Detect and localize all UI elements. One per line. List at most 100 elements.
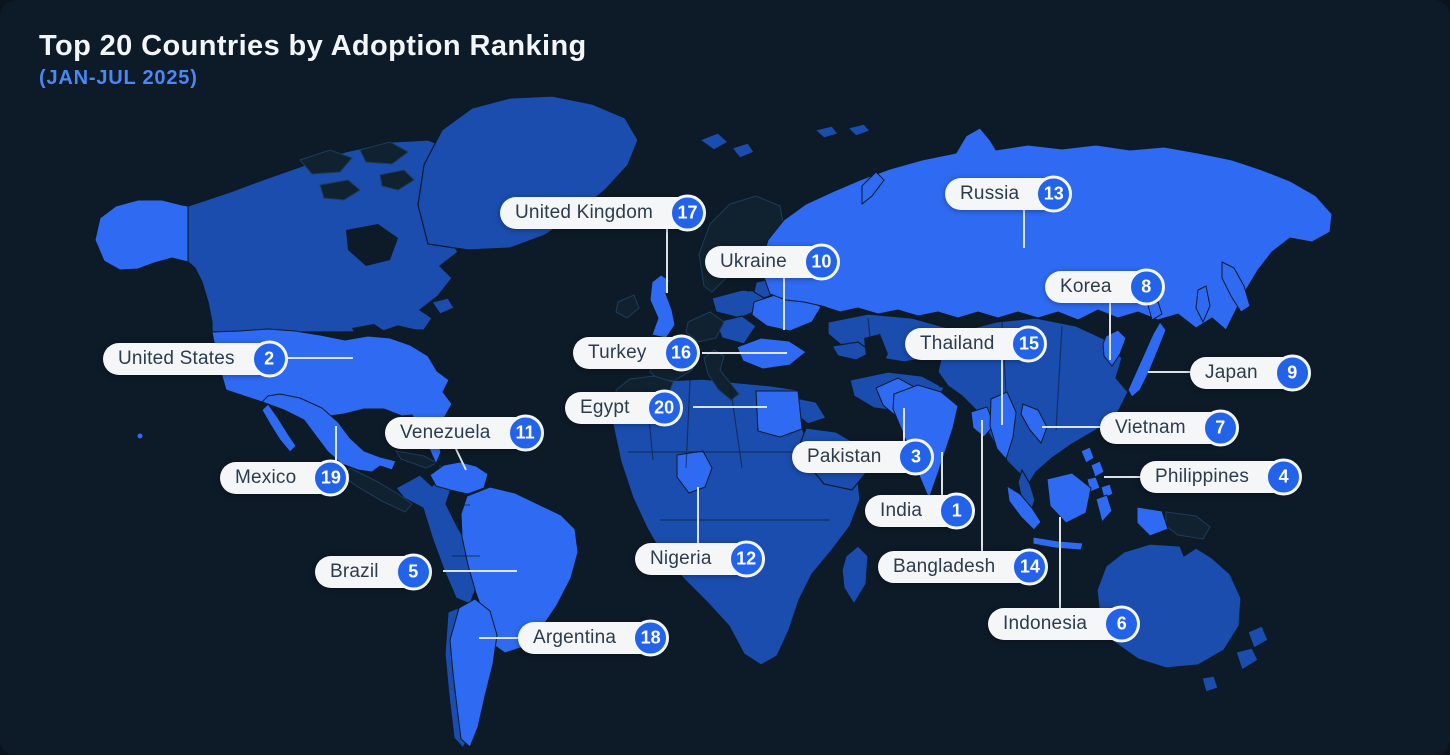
island-hawaii — [136, 432, 144, 440]
island-philippines-a — [1080, 446, 1095, 464]
country-name: United States — [118, 348, 235, 369]
rank-badge: 1 — [938, 492, 976, 530]
country-label-brazil: Brazil 5 — [315, 553, 432, 591]
country-label-united-kingdom: United Kingdom 17 — [500, 194, 706, 232]
country-shape-russia — [759, 127, 1333, 331]
rank-badge: 13 — [1035, 175, 1073, 213]
rank-badge: 7 — [1201, 409, 1239, 447]
country-shape-alaska — [94, 199, 189, 271]
rank-badge: 20 — [645, 389, 683, 427]
water-great-lakes — [352, 324, 386, 340]
arctic-island-d — [379, 169, 415, 191]
page-title: Top 20 Countries by Adoption Ranking — [39, 30, 587, 62]
island-new-zealand-south — [1235, 647, 1259, 671]
island-sulawesi — [1095, 494, 1113, 524]
country-name: Argentina — [533, 627, 617, 648]
region-shape-baja — [261, 403, 297, 453]
island-philippines-d — [1100, 483, 1114, 499]
country-label-nigeria: Nigeria 12 — [635, 540, 765, 578]
country-label-mexico: Mexico 19 — [220, 459, 350, 497]
member-countries-layer — [187, 95, 1269, 750]
country-name: Egypt — [580, 397, 630, 418]
rank-badge: 17 — [669, 194, 706, 232]
rank-badge: 5 — [394, 553, 432, 591]
island-svalbard-b — [730, 142, 755, 159]
country-label-thailand: Thailand 15 — [905, 325, 1048, 363]
country-label-bangladesh: Bangladesh 14 — [878, 548, 1049, 586]
island-new-zealand-north — [1247, 625, 1269, 649]
top20-countries-layer — [94, 127, 1333, 748]
country-name: Russia — [960, 183, 1020, 204]
rank-badge: 15 — [1010, 325, 1048, 363]
country-shape-mexico — [261, 393, 397, 473]
country-label-korea: Korea 8 — [1045, 268, 1165, 306]
rank-badge: 12 — [727, 540, 765, 578]
island-borneo — [1046, 472, 1092, 524]
country-name: Nigeria — [650, 548, 712, 569]
arctic-island-b — [359, 141, 409, 165]
country-shape-japan — [1127, 321, 1167, 398]
water-hudson-bay — [346, 224, 398, 266]
region-shape-kamchatka — [1221, 261, 1251, 313]
country-name: Thailand — [920, 333, 995, 354]
rank-badge: 14 — [1011, 548, 1049, 586]
rank-badge: 3 — [897, 438, 935, 476]
country-label-egypt: Egypt 20 — [565, 389, 683, 427]
rank-badge: 2 — [250, 340, 288, 378]
rank-badge: 9 — [1273, 354, 1311, 392]
country-name: Philippines — [1155, 466, 1250, 487]
island-novaya-zemlya — [861, 171, 885, 206]
country-name: Mexico — [235, 467, 297, 488]
country-shape-korea — [1102, 329, 1127, 367]
country-name: Venezuela — [400, 422, 491, 443]
island-sakhalin — [1195, 285, 1211, 324]
rank-badge: 10 — [802, 243, 840, 281]
country-label-pakistan: Pakistan 3 — [792, 438, 935, 476]
country-shape-argentina — [449, 598, 498, 748]
country-name: India — [880, 500, 923, 521]
island-sumatra — [1006, 485, 1042, 531]
arctic-island-c — [319, 179, 361, 201]
country-label-turkey: Turkey 16 — [573, 334, 700, 372]
region-shape-balkans — [715, 315, 757, 345]
island-svalbard-a — [698, 132, 730, 151]
page-subtitle: (JAN-JUL 2025) — [39, 67, 198, 89]
rank-badge: 4 — [1265, 458, 1303, 496]
country-label-russia: Russia 13 — [945, 175, 1073, 213]
country-shape-venezuela — [429, 461, 489, 495]
country-name: Pakistan — [807, 446, 882, 467]
header: Top 20 Countries by Adoption Ranking (JA… — [39, 30, 587, 90]
country-shape-egypt — [755, 390, 803, 438]
country-name: Indonesia — [1003, 613, 1088, 634]
country-name: Brazil — [330, 561, 379, 582]
country-name: Japan — [1205, 362, 1258, 383]
island-new-guinea-west — [1136, 506, 1169, 537]
island-franz-josef-b — [846, 123, 872, 137]
country-label-philippines: Philippines 4 — [1140, 458, 1303, 496]
country-label-venezuela: Venezuela 11 — [385, 414, 544, 452]
country-name: Ukraine — [720, 251, 787, 272]
rank-badge: 19 — [312, 459, 350, 497]
country-label-vietnam: Vietnam 7 — [1100, 409, 1239, 447]
country-label-ukraine: Ukraine 10 — [705, 243, 840, 281]
country-label-argentina: Argentina 18 — [518, 619, 670, 657]
region-shape-central-europe — [685, 311, 725, 343]
island-franz-josef-a — [813, 125, 840, 139]
country-label-india: India 1 — [865, 492, 976, 530]
country-label-united-states: United States 2 — [103, 340, 288, 378]
island-cuba — [394, 450, 439, 469]
island-tasmania — [1201, 675, 1219, 693]
island-philippines-b — [1090, 460, 1105, 478]
leader-line-venezuela — [455, 448, 467, 471]
country-label-indonesia: Indonesia 6 — [988, 605, 1141, 643]
leader-lines-layer — [272, 210, 1190, 639]
rank-badge: 8 — [1127, 268, 1165, 306]
island-madagascar — [841, 545, 869, 606]
island-java — [1032, 536, 1084, 551]
country-name: United Kingdom — [515, 202, 653, 223]
island-newfoundland — [431, 297, 455, 315]
rank-badge: 16 — [662, 334, 700, 372]
country-label-japan: Japan 9 — [1190, 354, 1311, 392]
country-name: Korea — [1060, 276, 1112, 297]
